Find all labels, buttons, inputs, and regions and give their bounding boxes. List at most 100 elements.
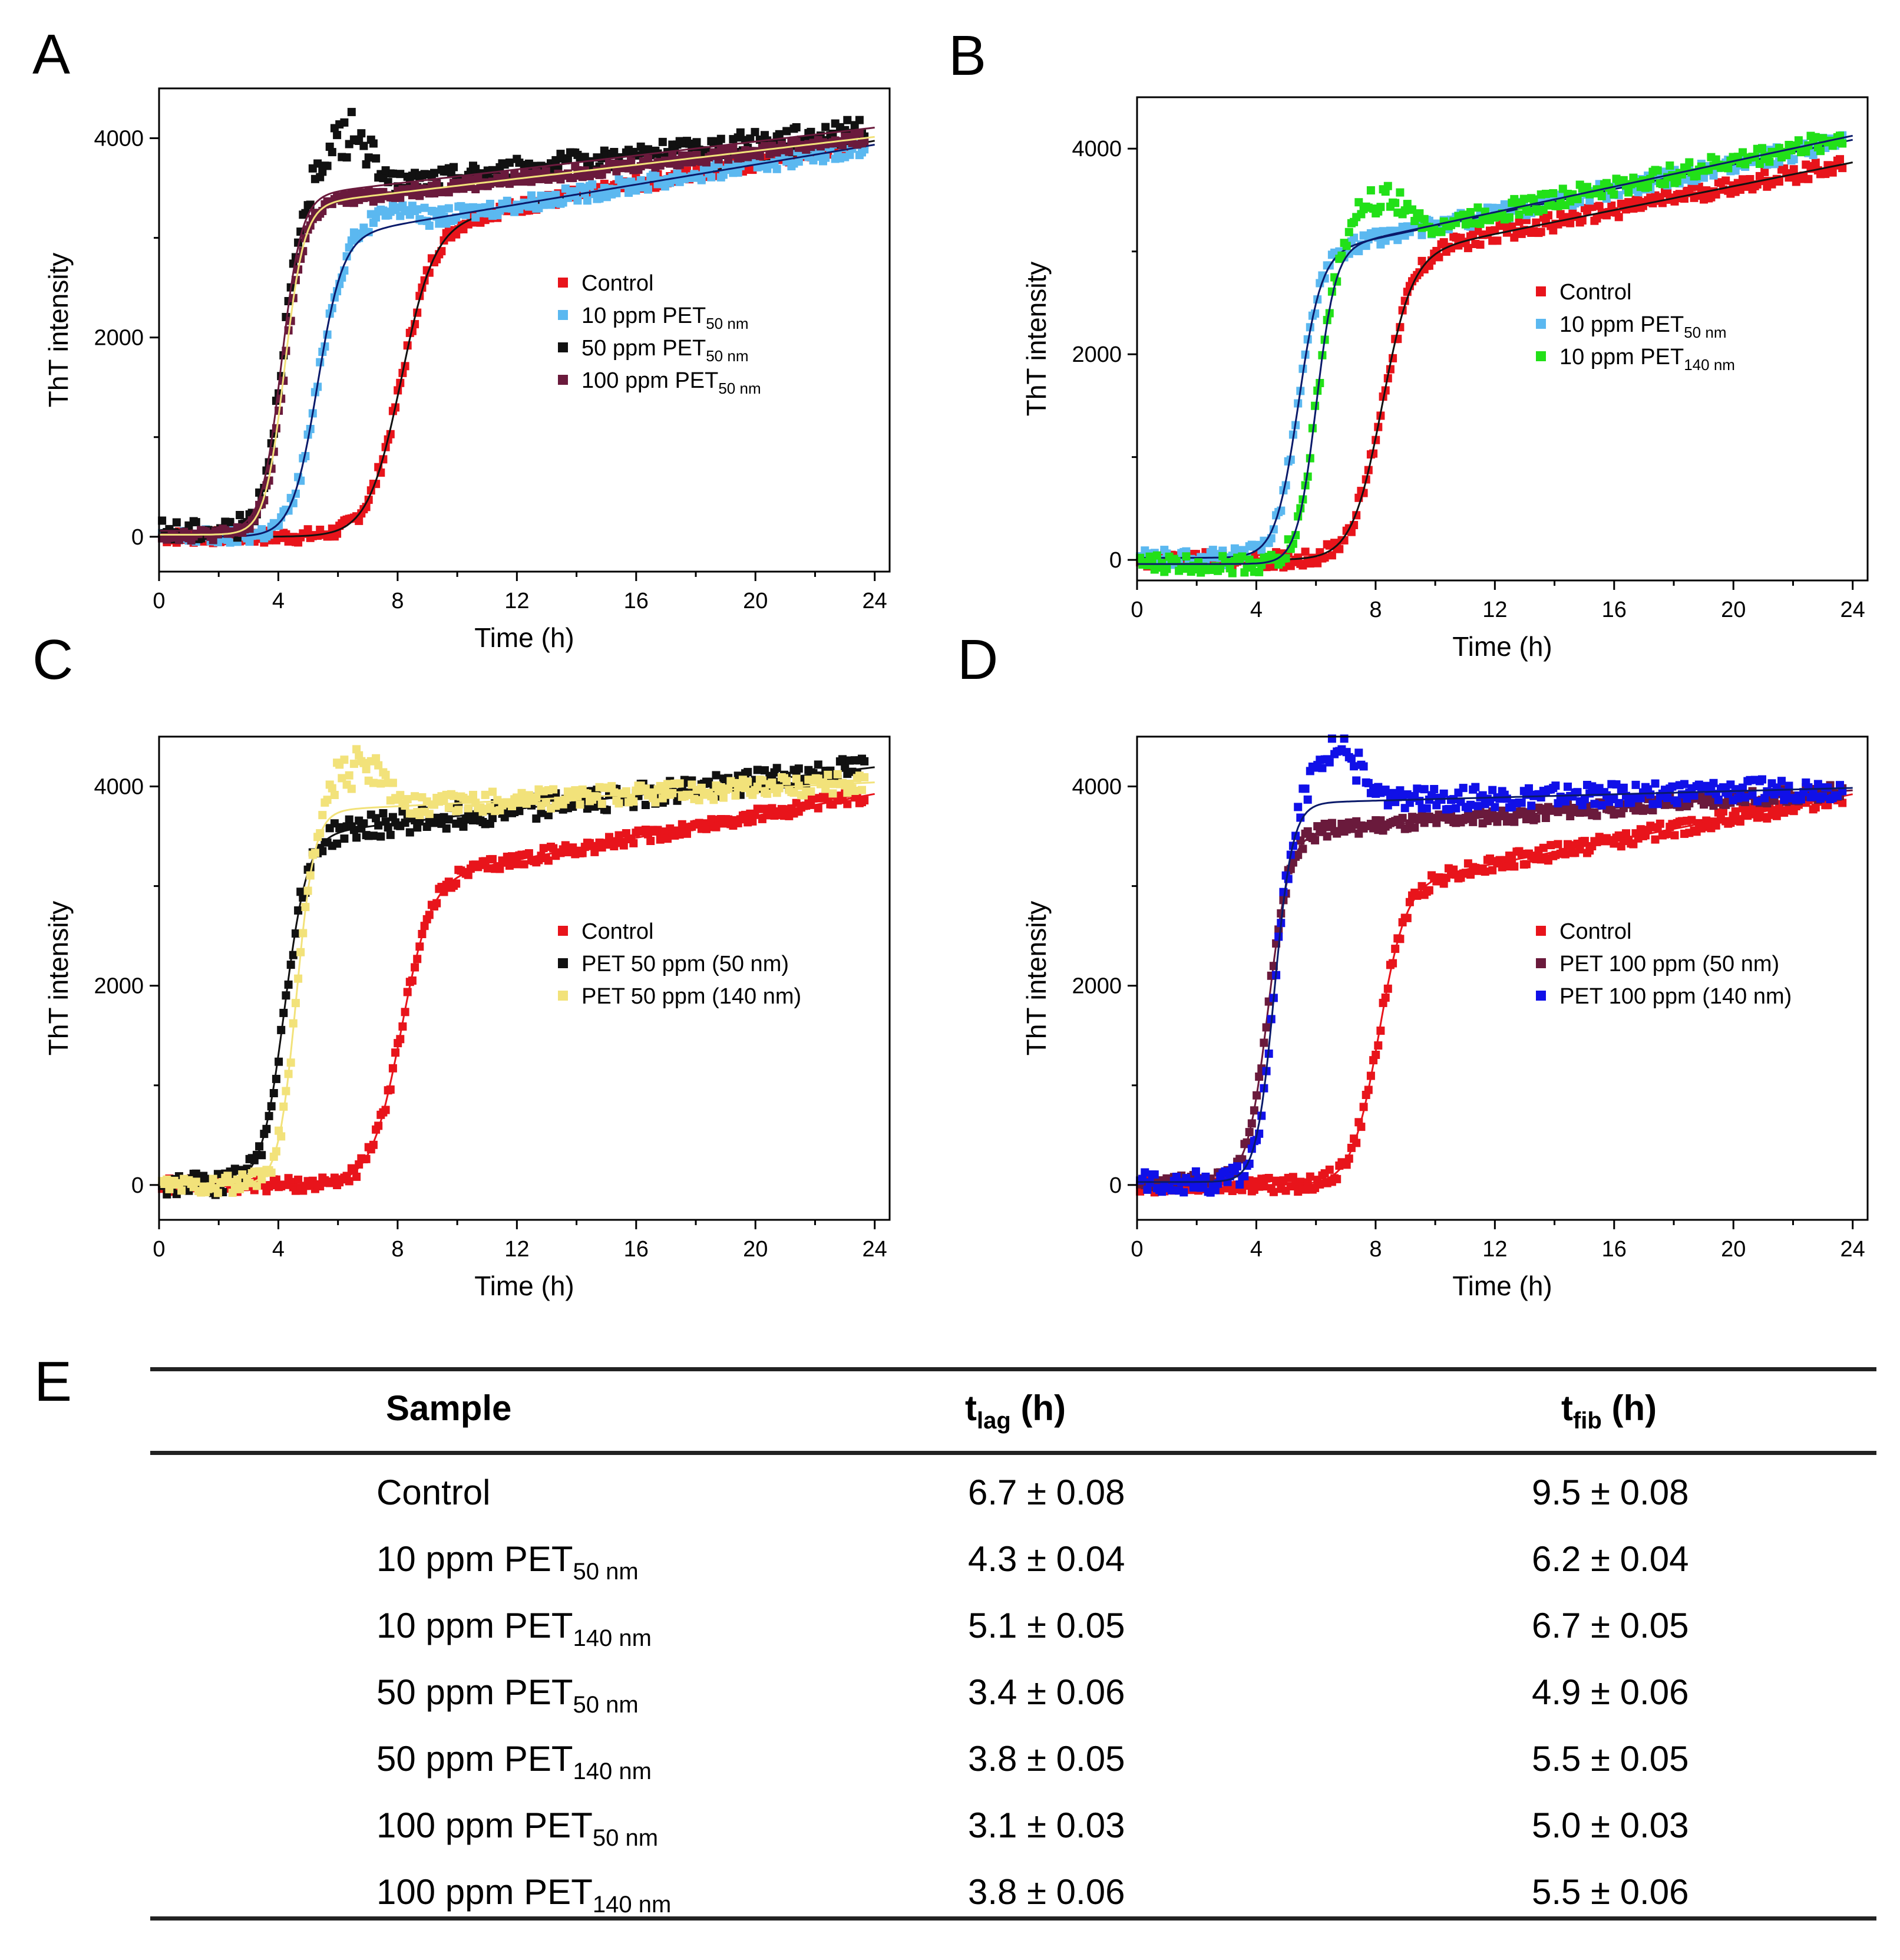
data-point xyxy=(275,521,283,530)
data-point xyxy=(323,161,332,170)
data-point xyxy=(1588,202,1597,211)
data-point xyxy=(1301,547,1310,556)
data-point xyxy=(226,538,234,547)
y-tick-label: 0 xyxy=(1109,548,1122,573)
data-point xyxy=(520,860,528,869)
x-tick-label: 24 xyxy=(1840,598,1865,622)
data-point xyxy=(359,141,368,150)
legend-label: PET 50 ppm (140 nm) xyxy=(581,984,801,1009)
data-point xyxy=(1352,776,1361,785)
data-point xyxy=(1260,1182,1268,1191)
data-point xyxy=(1235,1180,1244,1189)
data-point xyxy=(1466,800,1475,809)
plot-frame xyxy=(158,735,891,1221)
data-point xyxy=(843,116,852,124)
data-point xyxy=(1376,203,1385,212)
data-point xyxy=(838,141,847,150)
data-point xyxy=(1342,242,1351,250)
data-point xyxy=(1362,242,1370,250)
data-point xyxy=(461,175,470,184)
data-point xyxy=(843,800,852,809)
data-point xyxy=(1306,1172,1314,1181)
data-point xyxy=(1233,1162,1242,1171)
y-axis-label: ThT intensity xyxy=(1021,901,1052,1055)
data-point xyxy=(712,771,721,780)
x-tick-label: 0 xyxy=(153,589,165,613)
data-point xyxy=(1619,783,1628,792)
data-point xyxy=(1201,1172,1210,1181)
data-point xyxy=(792,123,801,131)
legend: Control PET 100 ppm (50 nm) PET 100 ppm (1… xyxy=(1536,919,1792,1009)
data-point xyxy=(1739,783,1747,792)
data-point xyxy=(524,849,533,857)
legend-swatch xyxy=(1536,351,1546,361)
data-point xyxy=(1245,555,1254,564)
data-point xyxy=(488,787,497,796)
data-point xyxy=(537,809,546,817)
data-point xyxy=(1525,207,1533,216)
data-point xyxy=(1396,188,1405,197)
data-point xyxy=(619,841,628,850)
data-point xyxy=(658,137,667,146)
data-point xyxy=(775,130,784,138)
data-point xyxy=(1354,748,1363,757)
data-point xyxy=(355,516,364,525)
data-point xyxy=(707,173,716,182)
data-point xyxy=(226,517,234,526)
x-tick-label: 20 xyxy=(1721,1237,1746,1262)
data-point xyxy=(328,148,336,157)
data-point xyxy=(357,129,366,138)
data-point xyxy=(469,791,477,799)
data-point xyxy=(807,787,815,796)
data-point xyxy=(508,802,516,810)
data-point xyxy=(855,116,864,124)
data-point xyxy=(1663,794,1672,802)
table-cell-tlag: 5.1 ± 0.05 xyxy=(968,1606,1125,1645)
data-point xyxy=(573,792,582,801)
fit-curve xyxy=(1137,138,1853,559)
data-point xyxy=(1488,786,1497,794)
data-point xyxy=(1340,536,1349,545)
data-point xyxy=(513,860,521,869)
data-point xyxy=(1488,866,1497,875)
x-tick-label: 20 xyxy=(743,1237,768,1262)
data-point xyxy=(731,791,740,800)
table-cell-tlag: 4.3 ± 0.04 xyxy=(968,1539,1125,1579)
data-point xyxy=(755,151,764,160)
data-point xyxy=(1138,1174,1147,1183)
data-point xyxy=(396,791,405,800)
data-point xyxy=(1680,780,1688,788)
data-point xyxy=(1758,775,1766,784)
data-point xyxy=(191,518,200,527)
data-point xyxy=(782,777,791,786)
legend-swatch xyxy=(1536,991,1546,1001)
data-point xyxy=(629,797,638,806)
data-point xyxy=(1646,790,1655,799)
data-point xyxy=(644,185,652,194)
data-point xyxy=(201,1174,210,1183)
data-point xyxy=(1622,829,1630,838)
table-cell-sample: 100 ppm PET50 nm xyxy=(376,1806,659,1851)
data-point xyxy=(396,170,405,179)
data-point xyxy=(1264,1174,1273,1182)
data-point xyxy=(1585,789,1594,798)
legend-swatch xyxy=(558,926,568,936)
data-point xyxy=(345,771,353,780)
data-point xyxy=(1500,200,1509,209)
y-tick-label: 2000 xyxy=(94,326,144,351)
data-point xyxy=(1809,151,1818,159)
data-point xyxy=(1566,219,1575,227)
data-point xyxy=(1517,798,1526,807)
data-point xyxy=(1354,247,1363,256)
data-point xyxy=(1755,160,1764,168)
data-point xyxy=(1335,545,1344,553)
data-point xyxy=(318,207,327,215)
column-header-tfib: tfib (h) xyxy=(1561,1388,1657,1434)
data-point xyxy=(828,789,837,798)
data-point xyxy=(1690,791,1699,800)
data-point xyxy=(583,804,592,813)
panel-letter-e: E xyxy=(34,1350,72,1413)
panel-letter-a: A xyxy=(32,23,71,86)
data-point xyxy=(1525,784,1533,793)
data-point xyxy=(369,831,378,840)
